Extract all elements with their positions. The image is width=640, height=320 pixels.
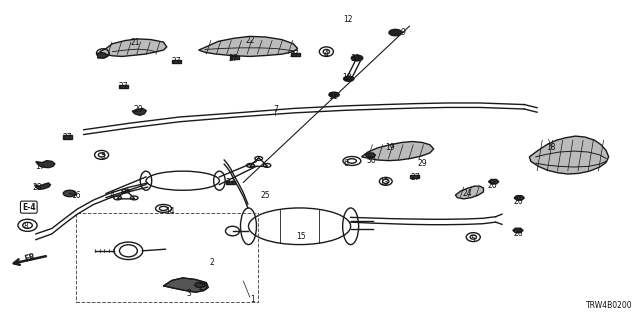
Text: 10: 10: [342, 73, 351, 82]
Polygon shape: [488, 180, 499, 184]
Text: 3: 3: [187, 289, 191, 298]
Text: 24: 24: [462, 189, 472, 198]
Bar: [76, 212, 258, 302]
Polygon shape: [291, 52, 300, 56]
Text: 9: 9: [401, 28, 406, 37]
Circle shape: [63, 190, 76, 197]
Circle shape: [389, 29, 402, 36]
Text: 29: 29: [417, 159, 427, 168]
Text: 19: 19: [385, 143, 395, 152]
Text: 8: 8: [24, 222, 29, 231]
Polygon shape: [164, 278, 208, 292]
Text: 6: 6: [343, 159, 348, 168]
Text: 26: 26: [488, 181, 497, 190]
Polygon shape: [226, 181, 235, 184]
Text: 15: 15: [296, 232, 306, 241]
Text: 11: 11: [328, 92, 337, 101]
Polygon shape: [230, 56, 239, 59]
Text: 27: 27: [226, 178, 236, 187]
Text: 4: 4: [324, 50, 329, 59]
Text: 28: 28: [33, 183, 42, 192]
Text: 27: 27: [411, 173, 420, 182]
Text: 23: 23: [199, 283, 209, 292]
Text: 30: 30: [350, 53, 360, 62]
Text: 30: 30: [366, 156, 376, 164]
Text: 5: 5: [100, 152, 106, 161]
Text: 2: 2: [209, 258, 214, 267]
Text: 26: 26: [513, 229, 523, 238]
Text: 21: 21: [130, 38, 140, 47]
Text: 25: 25: [261, 191, 271, 200]
Polygon shape: [100, 39, 167, 56]
Text: 27: 27: [63, 133, 72, 142]
Circle shape: [344, 76, 354, 81]
Polygon shape: [362, 141, 434, 161]
Text: 20: 20: [133, 105, 143, 114]
Text: 4: 4: [110, 191, 115, 200]
Text: 14: 14: [165, 207, 175, 216]
Text: 27: 27: [229, 53, 239, 62]
Polygon shape: [35, 183, 51, 189]
Polygon shape: [513, 228, 523, 233]
Text: 18: 18: [547, 143, 556, 152]
Text: TRW4B0200: TRW4B0200: [586, 301, 633, 310]
Polygon shape: [63, 135, 72, 139]
Circle shape: [329, 92, 339, 97]
Polygon shape: [36, 161, 55, 168]
Text: 16: 16: [71, 190, 81, 200]
Text: 13: 13: [379, 178, 388, 187]
Polygon shape: [529, 136, 609, 174]
Polygon shape: [98, 53, 108, 58]
Polygon shape: [120, 85, 129, 88]
Text: 26: 26: [513, 197, 523, 206]
Text: 27: 27: [118, 82, 128, 91]
Text: 17: 17: [35, 162, 45, 171]
Polygon shape: [173, 60, 181, 63]
Polygon shape: [456, 186, 483, 199]
Text: 22: 22: [245, 36, 255, 45]
Text: 1: 1: [251, 295, 255, 304]
Circle shape: [195, 282, 205, 287]
Text: 12: 12: [343, 15, 353, 24]
Text: 27: 27: [172, 57, 181, 66]
Text: FR.: FR.: [24, 252, 39, 264]
Polygon shape: [365, 153, 376, 157]
Polygon shape: [514, 196, 524, 200]
Polygon shape: [410, 175, 419, 179]
Polygon shape: [198, 36, 298, 56]
Text: 7: 7: [273, 105, 278, 114]
Text: 5: 5: [471, 235, 476, 244]
Text: 27: 27: [290, 50, 300, 59]
Polygon shape: [132, 108, 147, 116]
Circle shape: [351, 55, 363, 61]
Text: E-4: E-4: [22, 203, 36, 212]
